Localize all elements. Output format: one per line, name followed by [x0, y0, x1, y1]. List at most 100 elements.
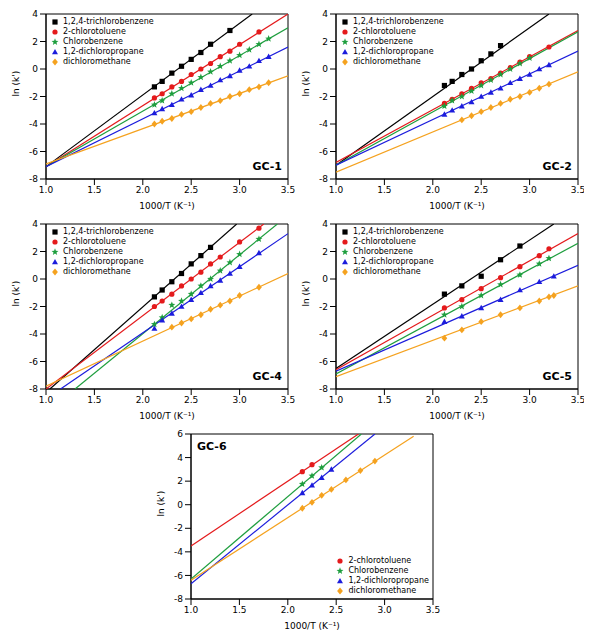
svg-text:2.5: 2.5 — [184, 395, 198, 405]
svg-text:4: 4 — [32, 219, 38, 229]
svg-text:4: 4 — [322, 9, 328, 19]
svg-text:0: 0 — [322, 64, 328, 74]
svg-text:3.5: 3.5 — [571, 395, 584, 405]
html-text:1,2-dichloropropane: 1,2-dichloropropane — [353, 47, 434, 56]
html-text:GC-4: GC-4 — [252, 370, 282, 383]
html-text:2-chlorotoluene: 2-chlorotoluene — [63, 237, 126, 246]
html-text:1,2-dichloropropane: 1,2-dichloropropane — [63, 47, 144, 56]
svg-text:2.5: 2.5 — [474, 185, 488, 195]
svg-text:0: 0 — [32, 64, 38, 74]
svg-text:2.5: 2.5 — [184, 185, 198, 195]
svg-text:-2: -2 — [29, 92, 38, 102]
svg-text:-2: -2 — [174, 523, 183, 533]
svg-text:-4: -4 — [29, 119, 38, 129]
svg-text:6: 6 — [177, 429, 183, 439]
svg-text:-8: -8 — [319, 174, 328, 184]
svg-text:ln (k'): ln (k') — [156, 491, 166, 517]
svg-text:2.0: 2.0 — [136, 395, 151, 405]
svg-text:1.0: 1.0 — [39, 395, 54, 405]
svg-text:1.5: 1.5 — [232, 605, 246, 615]
svg-text:2: 2 — [322, 37, 328, 47]
svg-text:-6: -6 — [319, 357, 328, 367]
html-text:GC-6: GC-6 — [197, 440, 227, 453]
svg-text:1.5: 1.5 — [87, 185, 101, 195]
svg-text:2.0: 2.0 — [281, 605, 296, 615]
svg-text:-6: -6 — [319, 147, 328, 157]
svg-text:3.5: 3.5 — [281, 185, 295, 195]
svg-text:1.0: 1.0 — [329, 395, 344, 405]
svg-text:1.5: 1.5 — [377, 395, 391, 405]
svg-text:ln (k'): ln (k') — [301, 281, 311, 307]
svg-text:1000/T (K⁻¹): 1000/T (K⁻¹) — [429, 411, 485, 421]
svg-text:1.5: 1.5 — [377, 185, 391, 195]
svg-text:4: 4 — [322, 219, 328, 229]
svg-text:3.5: 3.5 — [281, 395, 295, 405]
html-text:dichloromethane: dichloromethane — [353, 57, 421, 66]
svg-text:2.5: 2.5 — [329, 605, 343, 615]
svg-text:-4: -4 — [29, 329, 38, 339]
html-text:2-chlorotoluene: 2-chlorotoluene — [63, 27, 126, 36]
svg-text:3.0: 3.0 — [232, 185, 247, 195]
svg-text:0: 0 — [322, 274, 328, 284]
svg-text:1.0: 1.0 — [184, 605, 199, 615]
svg-text:3.5: 3.5 — [426, 605, 440, 615]
html-text:1,2,4-trichlorobenzene: 1,2,4-trichlorobenzene — [353, 227, 444, 236]
html-text:GC-5: GC-5 — [542, 370, 572, 383]
svg-text:3.0: 3.0 — [522, 185, 537, 195]
svg-text:-6: -6 — [174, 571, 183, 581]
svg-text:2.0: 2.0 — [426, 395, 441, 405]
svg-text:ln (k'): ln (k') — [11, 281, 21, 307]
svg-text:2.5: 2.5 — [474, 395, 488, 405]
html-text:Chlorobenzene: Chlorobenzene — [63, 37, 123, 46]
svg-text:1.0: 1.0 — [39, 185, 54, 195]
svg-text:-4: -4 — [319, 329, 328, 339]
svg-text:2: 2 — [322, 247, 328, 257]
svg-text:ln (k'): ln (k') — [301, 71, 311, 97]
svg-text:1000/T (K⁻¹): 1000/T (K⁻¹) — [139, 411, 195, 421]
html-text:1,2,4-trichlorobenzene: 1,2,4-trichlorobenzene — [63, 17, 154, 26]
html-text:GC-2: GC-2 — [542, 160, 572, 173]
svg-text:-8: -8 — [29, 384, 38, 394]
svg-text:-4: -4 — [319, 119, 328, 129]
svg-text:4: 4 — [32, 9, 38, 19]
svg-text:1000/T (K⁻¹): 1000/T (K⁻¹) — [139, 201, 195, 211]
svg-text:2.0: 2.0 — [136, 185, 151, 195]
html-text:1,2-dichloropropane: 1,2-dichloropropane — [63, 257, 144, 266]
svg-text:0: 0 — [32, 274, 38, 284]
html-text:1,2,4-trichlorobenzene: 1,2,4-trichlorobenzene — [353, 17, 444, 26]
svg-text:3.0: 3.0 — [232, 395, 247, 405]
svg-text:-6: -6 — [29, 147, 38, 157]
html-text:GC-1: GC-1 — [252, 160, 282, 173]
html-text:Chlorobenzene: Chlorobenzene — [353, 37, 413, 46]
svg-text:ln (k'): ln (k') — [11, 71, 21, 97]
html-text:Chlorobenzene: Chlorobenzene — [63, 247, 123, 256]
svg-text:3.5: 3.5 — [571, 185, 584, 195]
svg-text:2: 2 — [32, 247, 38, 257]
html-text:1,2-dichloropropane: 1,2-dichloropropane — [353, 257, 434, 266]
svg-text:1000/T (K⁻¹): 1000/T (K⁻¹) — [284, 621, 340, 631]
svg-text:-2: -2 — [29, 302, 38, 312]
svg-text:1.5: 1.5 — [87, 395, 101, 405]
svg-text:2.0: 2.0 — [426, 185, 441, 195]
svg-text:2: 2 — [177, 476, 183, 486]
html-text:2-chlorotoluene: 2-chlorotoluene — [353, 237, 416, 246]
html-text:2-chlorotoluene: 2-chlorotoluene — [353, 27, 416, 36]
html-text:dichloromethane: dichloromethane — [63, 57, 131, 66]
html-text:1,2,4-trichlorobenzene: 1,2,4-trichlorobenzene — [63, 227, 154, 236]
svg-text:-2: -2 — [319, 302, 328, 312]
svg-text:-8: -8 — [29, 174, 38, 184]
html-text:dichloromethane: dichloromethane — [63, 267, 131, 276]
svg-text:3.0: 3.0 — [377, 605, 392, 615]
svg-text:-6: -6 — [29, 357, 38, 367]
svg-text:3.0: 3.0 — [522, 395, 537, 405]
svg-text:2: 2 — [32, 37, 38, 47]
html-text:Chlorobenzene: Chlorobenzene — [353, 247, 413, 256]
svg-text:-8: -8 — [174, 594, 183, 604]
svg-text:-4: -4 — [174, 547, 183, 557]
svg-text:1000/T (K⁻¹): 1000/T (K⁻¹) — [429, 201, 485, 211]
svg-text:-8: -8 — [319, 384, 328, 394]
svg-text:0: 0 — [177, 500, 183, 510]
svg-text:-2: -2 — [319, 92, 328, 102]
svg-text:4: 4 — [177, 453, 183, 463]
svg-text:1.0: 1.0 — [329, 185, 344, 195]
